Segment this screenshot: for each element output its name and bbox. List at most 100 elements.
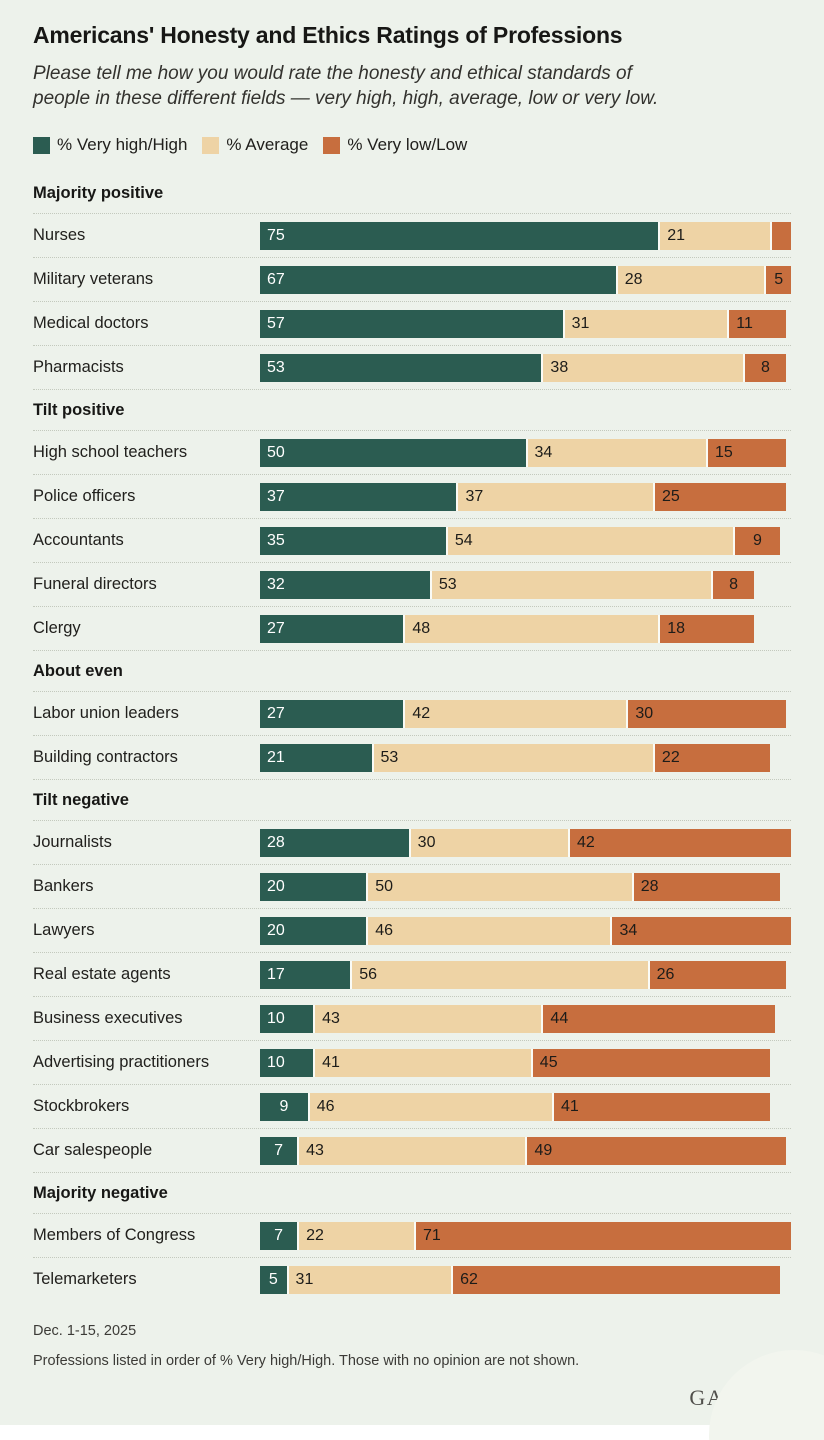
logo-row: GALLUP® <box>33 1385 791 1411</box>
stacked-bar: 75 21 <box>260 221 791 250</box>
stacked-bar-chart: Majority positive Nurses 75 21 Military vete… <box>33 173 791 1301</box>
high-segment: 67 <box>260 265 616 294</box>
average-segment: 50 <box>366 872 632 901</box>
profession-label: Business executives <box>33 1009 183 1027</box>
profession-label: Telemarketers <box>33 1270 137 1288</box>
average-segment: 42 <box>403 699 627 728</box>
low-segment: 8 <box>711 570 754 599</box>
stacked-bar: 10 41 45 <box>260 1048 791 1077</box>
segment-value: 8 <box>729 575 739 593</box>
profession-row: Advertising practitioners 10 41 45 <box>33 1040 791 1084</box>
footnote: Professions listed in order of % Very hi… <box>33 1353 580 1369</box>
average-segment: 56 <box>350 960 648 989</box>
segment-value: 27 <box>267 704 285 722</box>
average-segment: 41 <box>313 1048 531 1077</box>
low-segment: 71 <box>413 1221 791 1250</box>
stacked-bar: 20 46 34 <box>260 916 791 945</box>
stacked-bar: 7 22 71 <box>260 1221 791 1250</box>
profession-label: Pharmacists <box>33 358 124 376</box>
profession-label: Clergy <box>33 619 81 637</box>
legend-label: % Very high/High <box>57 135 188 154</box>
group-header: Majority positive <box>33 183 164 202</box>
profession-label: Lawyers <box>33 921 95 939</box>
segment-value: 34 <box>619 921 638 939</box>
average-segment: 34 <box>525 438 707 467</box>
profession-row: Clergy 27 48 18 <box>33 606 791 650</box>
profession-label: Nurses <box>33 226 86 244</box>
segment-value: 21 <box>267 748 285 766</box>
legend-label: % Average <box>226 135 309 154</box>
profession-label: Accountants <box>33 531 124 549</box>
profession-row: Medical doctors 57 31 11 <box>33 301 791 345</box>
low-segment: 5 <box>764 265 791 294</box>
profession-label: Building contractors <box>33 748 178 766</box>
segment-value: 5 <box>268 1270 278 1288</box>
segment-value: 57 <box>267 314 285 332</box>
profession-label: Bankers <box>33 877 94 895</box>
high-segment: 10 <box>260 1048 314 1077</box>
segment-value: 20 <box>267 877 285 895</box>
segment-value: 53 <box>267 358 285 376</box>
high-segment: 17 <box>260 960 351 989</box>
segment-value: 42 <box>576 833 595 851</box>
segment-value: 48 <box>412 619 431 637</box>
high-segment: 21 <box>260 743 372 772</box>
subtitle-line-2: people in these different fields — very … <box>33 88 659 109</box>
stacked-bar: 21 53 22 <box>260 743 791 772</box>
segment-value: 7 <box>274 1141 284 1159</box>
low-segment: 26 <box>647 960 786 989</box>
segment-value: 25 <box>661 487 680 505</box>
segment-value: 32 <box>267 575 285 593</box>
legend-item-very-high: % Very high/High <box>33 135 187 155</box>
segment-value: 18 <box>667 619 686 637</box>
average-segment: 31 <box>286 1265 452 1294</box>
profession-row: Lawyers 20 46 34 <box>33 908 791 952</box>
average-segment: 53 <box>371 743 653 772</box>
segment-value: 44 <box>550 1009 569 1027</box>
average-segment: 31 <box>562 309 728 338</box>
profession-label: High school teachers <box>33 443 188 461</box>
profession-row: Journalists 28 30 42 <box>33 820 791 864</box>
average-segment: 43 <box>297 1136 526 1165</box>
profession-row: Stockbrokers 9 46 41 <box>33 1084 791 1128</box>
low-segment: 45 <box>530 1048 770 1077</box>
profession-row: High school teachers 50 34 15 <box>33 430 791 474</box>
segment-value: 9 <box>753 531 762 549</box>
profession-row: Nurses 75 21 <box>33 213 791 257</box>
segment-value: 53 <box>438 575 457 593</box>
segment-value: 50 <box>267 443 285 461</box>
segment-value: 49 <box>534 1141 553 1159</box>
average-segment: 21 <box>658 221 770 250</box>
low-segment: 62 <box>451 1265 781 1294</box>
legend-item-average: % Average <box>202 135 308 155</box>
high-segment: 7 <box>260 1136 298 1165</box>
profession-label: Stockbrokers <box>33 1097 130 1115</box>
profession-row: Members of Congress 7 22 71 <box>33 1213 791 1257</box>
subtitle-line-1: Please tell me how you would rate the ho… <box>33 63 632 84</box>
average-segment: 53 <box>429 570 712 599</box>
segment-value: 42 <box>412 704 431 722</box>
stacked-bar: 27 42 30 <box>260 699 791 728</box>
segment-value: 62 <box>460 1270 478 1288</box>
segment-value: 30 <box>417 833 436 851</box>
stacked-bar: 28 30 42 <box>260 828 791 857</box>
profession-label: Medical doctors <box>33 314 149 332</box>
low-segment: 42 <box>567 828 791 857</box>
low-segment <box>769 221 791 250</box>
high-segment: 9 <box>260 1092 308 1121</box>
low-segment: 49 <box>525 1136 786 1165</box>
segment-value: 27 <box>267 619 285 637</box>
high-segment: 20 <box>260 916 367 945</box>
stacked-bar: 50 34 15 <box>260 438 791 467</box>
profession-label: Labor union leaders <box>33 704 179 722</box>
average-segment: 46 <box>366 916 611 945</box>
group-4: Majority negative Members of Congress 7 22 7… <box>33 1172 791 1301</box>
group-2: About even Labor union leaders 27 42 30 Build… <box>33 650 791 779</box>
profession-label: Members of Congress <box>33 1226 196 1244</box>
segment-value: 53 <box>380 748 399 766</box>
segment-value: 46 <box>375 921 393 939</box>
high-segment: 37 <box>260 482 457 511</box>
legend-label: % Very low/Low <box>347 135 468 154</box>
profession-row: Building contractors 21 53 22 <box>33 735 791 779</box>
average-segment: 37 <box>456 482 653 511</box>
